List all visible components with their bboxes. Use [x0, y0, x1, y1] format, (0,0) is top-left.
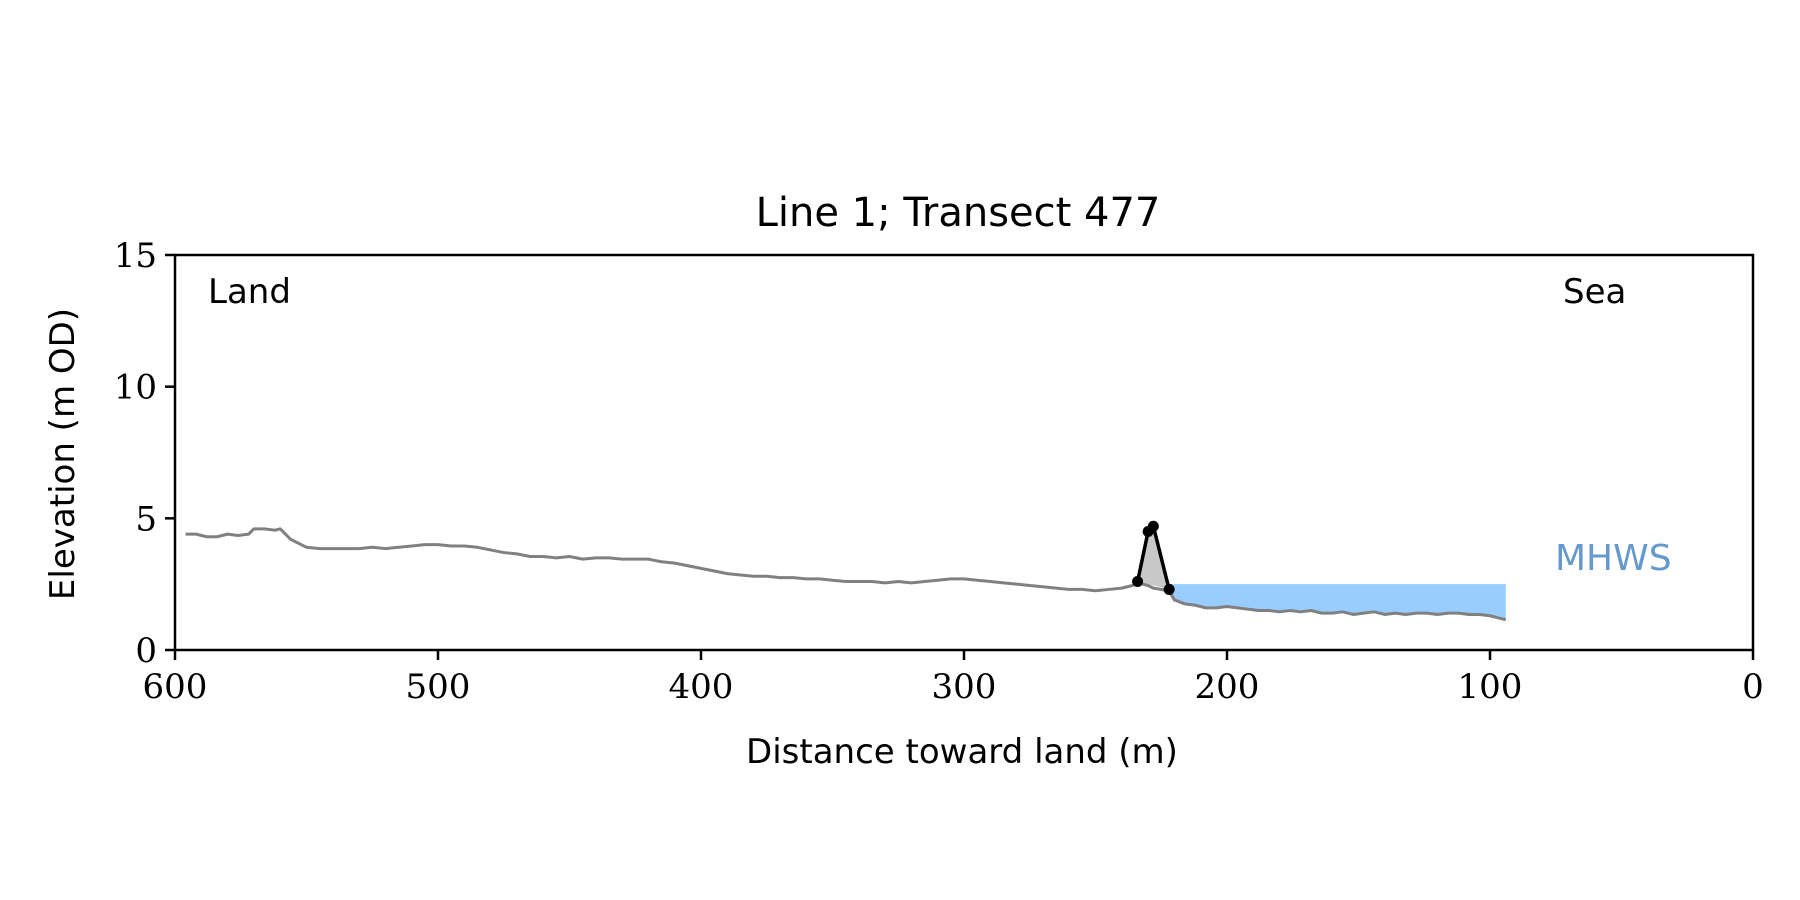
x-axis: 600 500 400 300 200 100 0 — [143, 650, 1764, 707]
y-axis-label: Elevation (m OD) — [43, 308, 83, 600]
chart-title: Line 1; Transect 477 — [756, 190, 1161, 236]
y-tick-label: 5 — [135, 499, 157, 539]
x-tick-label: 0 — [1742, 667, 1764, 707]
plot-area — [185, 520, 1507, 622]
mhws-water-fill — [1169, 584, 1506, 620]
feature-point — [1147, 520, 1159, 532]
y-axis: 0 5 10 15 — [114, 236, 175, 671]
x-tick-label: 100 — [1458, 667, 1523, 707]
y-tick-label: 15 — [114, 236, 157, 276]
feature-point — [1163, 583, 1175, 595]
x-axis-label: Distance toward land (m) — [746, 732, 1178, 772]
feature-point — [1132, 576, 1144, 588]
sea-label: Sea — [1563, 272, 1626, 312]
x-tick-label: 500 — [406, 667, 471, 707]
x-tick-label: 300 — [932, 667, 997, 707]
y-tick-label: 0 — [135, 631, 157, 671]
feature-fill — [1137, 526, 1170, 590]
x-tick-label: 400 — [669, 667, 734, 707]
mhws-label: MHWS — [1555, 538, 1672, 579]
x-tick-label: 600 — [143, 667, 208, 707]
land-label: Land — [208, 272, 291, 312]
y-tick-label: 10 — [114, 368, 157, 408]
x-tick-label: 200 — [1195, 667, 1260, 707]
profile-line — [185, 527, 1507, 622]
plot-frame — [173, 253, 1755, 652]
